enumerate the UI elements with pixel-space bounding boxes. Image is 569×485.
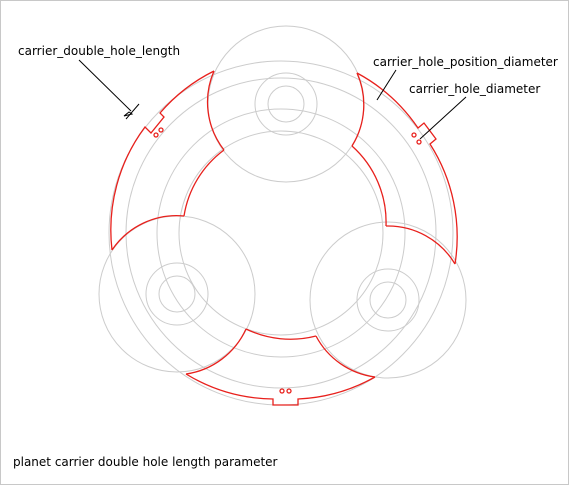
inner-arc-bottom (245, 328, 317, 340)
inner-arc-right (351, 145, 387, 227)
clearance-arc-right (315, 225, 456, 378)
carrier-outline (110, 70, 458, 406)
leader-hole-diameter (419, 96, 467, 140)
planet-right-circle (309, 221, 467, 379)
hole-left-a (153, 132, 159, 138)
diagram-caption: planet carrier double hole length parame… (13, 455, 278, 469)
dimension-arrow (123, 111, 134, 117)
inner-arc-left (183, 149, 225, 217)
leader-hole-position-diameter (376, 69, 397, 101)
dimension-tick (125, 103, 140, 120)
outer-arc-right (356, 72, 458, 265)
hole-position-circle (125, 77, 437, 389)
planet-top-circle (207, 25, 365, 183)
annotations: carrier_double_hole_length carrier_hole_… (18, 44, 558, 140)
hole-bottom-b (286, 388, 292, 394)
outer-arc-top-left (110, 70, 215, 251)
outer-arc-bottom (185, 373, 376, 406)
hole-right-b (416, 139, 422, 145)
planet-top-hub (254, 72, 318, 136)
hole-right-a (411, 132, 417, 138)
planet-right-bore (369, 281, 407, 319)
clearance-arc-top (206, 70, 365, 151)
planet-right-hub (356, 268, 420, 332)
label-hole-position-diameter: carrier_hole_position_diameter (373, 55, 558, 69)
planet-left-bore (158, 275, 196, 313)
leader-double-hole-length (78, 59, 132, 112)
planet-left-hub (145, 262, 209, 326)
label-double-hole-length: carrier_double_hole_length (18, 44, 180, 58)
carrier-inner-circle (178, 130, 384, 336)
planet-top-bore (267, 85, 305, 123)
clearance-arc-left (111, 215, 247, 375)
hole-left-b (158, 127, 164, 133)
hole-bottom-a (279, 388, 285, 394)
label-hole-diameter: carrier_hole_diameter (409, 82, 540, 96)
inner-ring-circle (156, 108, 406, 358)
